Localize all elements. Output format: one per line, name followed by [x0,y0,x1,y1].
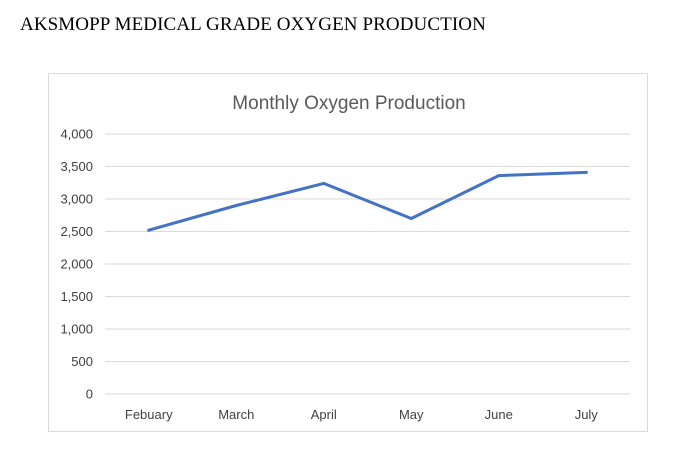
data-point [409,217,413,220]
data-point [584,170,588,174]
chart-title: Monthly Oxygen Production [232,93,465,114]
document-heading: AKSMOPP MEDICAL GRADE OXYGEN PRODUCTION [20,14,486,35]
y-tick-label: 3,000 [60,192,93,207]
y-tick-label: 3,500 [60,159,93,174]
y-tick-label: 2,000 [60,257,93,272]
y-tick-label: 1,000 [60,322,93,337]
series-line [147,170,588,232]
y-tick-label: 500 [71,354,93,369]
data-point [147,228,151,232]
gridlines [105,133,630,395]
series-layer [147,170,588,232]
line-chart: Monthly Oxygen Production 0 500 1,000 1,500… [60,93,630,422]
x-tick-label: May [399,407,424,422]
data-point [322,181,326,185]
y-tick-label: 0 [86,387,93,402]
data-point [497,174,501,178]
x-tick-label: March [218,407,254,422]
data-point [234,204,238,207]
y-tick-label: 4,000 [60,127,93,142]
chart-container: Monthly Oxygen Production 0 500 1,000 1,500… [48,73,648,432]
y-tick-label: 2,500 [60,224,93,239]
x-axis-ticks: Febuary March April May June July [125,407,598,422]
x-tick-label: Febuary [125,407,173,422]
x-tick-label: July [575,407,599,422]
y-tick-label: 1,500 [60,289,93,304]
x-tick-label: June [485,407,513,422]
x-tick-label: April [311,407,337,422]
y-axis-ticks: 0 500 1,000 1,500 2,000 2,500 3,000 3,500 4,000 [60,127,93,402]
